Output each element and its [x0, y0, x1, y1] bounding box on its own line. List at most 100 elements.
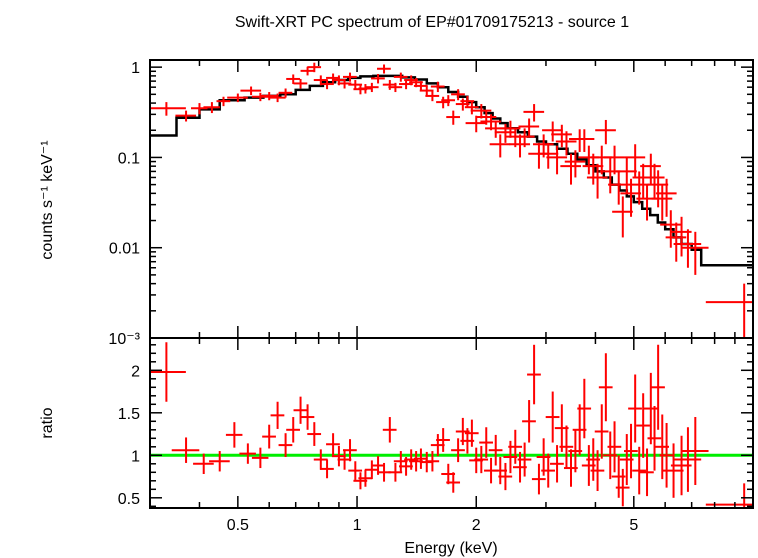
ratio-point — [320, 459, 334, 479]
ratio-point — [262, 424, 276, 449]
spectrum-point — [464, 101, 479, 115]
y-tick-label: 1 — [131, 60, 140, 77]
ratio-point — [590, 450, 605, 491]
spectrum-point — [382, 80, 397, 90]
spectrum-point — [624, 144, 646, 178]
spectrum-point — [269, 93, 286, 103]
ratio-point — [517, 442, 532, 477]
spectrum-point — [216, 96, 231, 107]
ratio-point — [413, 448, 428, 469]
spectrum-point — [680, 231, 709, 275]
ratio-point — [464, 419, 479, 447]
spectrum-point — [489, 134, 511, 158]
ratio-point — [278, 433, 293, 457]
spectrum-point — [175, 110, 197, 122]
spectrum-point — [499, 120, 521, 138]
ratio-point — [209, 451, 230, 472]
ratio-point — [522, 400, 536, 443]
ratio-point — [293, 396, 308, 424]
ratio-data-points — [150, 342, 753, 508]
ratio-point — [446, 472, 461, 493]
ratio-point — [270, 401, 285, 429]
spectrum-point — [647, 170, 669, 208]
spectrum-point — [286, 74, 300, 85]
spectrum-point — [371, 73, 385, 84]
spectrum-point — [616, 157, 637, 194]
x-tick-label: 5 — [629, 517, 638, 534]
y-tick-label: 0.01 — [109, 241, 140, 258]
ratio-point — [286, 417, 300, 443]
spectrum-point — [494, 123, 516, 143]
ratio-point — [342, 439, 357, 462]
spectrum-point — [430, 81, 445, 93]
spectrum-point — [595, 119, 616, 145]
ratio-point — [624, 423, 638, 479]
spectrum-point — [608, 171, 629, 205]
ratio-panel: 0.5 1 1.5 2 0.5 1 2 5 ratio Energy (keV) — [39, 337, 754, 557]
spectrum-point — [326, 73, 340, 83]
ratio-point — [382, 417, 397, 443]
spectrum-point — [260, 92, 278, 101]
spectrum-point — [465, 115, 487, 133]
y-tick-label: 10⁻³ — [108, 331, 140, 348]
spectrum-point — [564, 150, 586, 178]
ratio-point — [451, 438, 465, 463]
y-tick-label: 2 — [131, 363, 140, 380]
spectrum-point — [337, 78, 352, 89]
spectrum-data-points — [150, 62, 753, 338]
spectrum-point — [240, 86, 262, 96]
spectrum-y-tick-labels: 1 0.1 0.01 10⁻³ — [108, 60, 140, 348]
spectrum-point — [307, 62, 322, 73]
x-axis-label: Energy (keV) — [404, 540, 497, 557]
ratio-point — [545, 391, 560, 443]
spectrum-point — [582, 153, 604, 185]
ratio-point — [313, 449, 328, 470]
ratio-point — [541, 453, 555, 488]
chart-title: Swift-XRT PC spectrum of EP#01709175213 … — [235, 14, 629, 31]
ratio-point — [150, 342, 186, 402]
ratio-point — [364, 460, 379, 480]
y-tick-label: 1 — [131, 448, 140, 465]
ratio-point — [300, 404, 315, 430]
x-tick-label: 0.5 — [227, 517, 249, 534]
spectrum-point — [523, 104, 545, 122]
spectrum-point — [555, 131, 577, 156]
spectrum-point — [705, 283, 753, 338]
spectrum-point — [227, 93, 248, 103]
y-tick-label: 0.1 — [118, 150, 140, 167]
spectrum-point — [655, 178, 677, 217]
ratio-point — [225, 422, 243, 448]
spectrum-point — [586, 163, 608, 199]
ratio-point — [348, 461, 363, 480]
spectrum-point — [513, 128, 535, 148]
ratio-point — [531, 463, 546, 495]
ratio-point — [705, 483, 753, 508]
spectrum-point — [643, 163, 665, 199]
ratio-point — [239, 443, 256, 464]
spectrum-point — [451, 89, 465, 101]
spectrum-point — [509, 134, 531, 158]
ratio-point — [680, 417, 709, 486]
ratio-point — [358, 469, 373, 487]
spectrum-point — [560, 153, 582, 185]
spectrum-point — [441, 95, 456, 107]
spectrum-y-axis-label: counts s⁻¹ keV⁻¹ — [39, 140, 56, 259]
spectrum-point — [603, 145, 625, 175]
ratio-point — [425, 451, 440, 472]
spectrum-point — [377, 64, 391, 74]
ratio-point — [326, 433, 340, 456]
spectrum-point — [293, 78, 308, 89]
spectrum-point — [251, 92, 269, 102]
spectrum-point — [425, 91, 440, 102]
spectrum-point — [651, 184, 673, 221]
ratio-point — [673, 427, 702, 492]
ratio-point — [647, 406, 662, 471]
spectrum-point — [393, 72, 408, 82]
ratio-point — [193, 453, 214, 474]
ratio-point — [559, 425, 574, 469]
ratio-point — [331, 445, 346, 467]
ratio-point — [436, 428, 450, 452]
ratio-point — [640, 448, 654, 497]
spectrum-point — [388, 82, 403, 93]
